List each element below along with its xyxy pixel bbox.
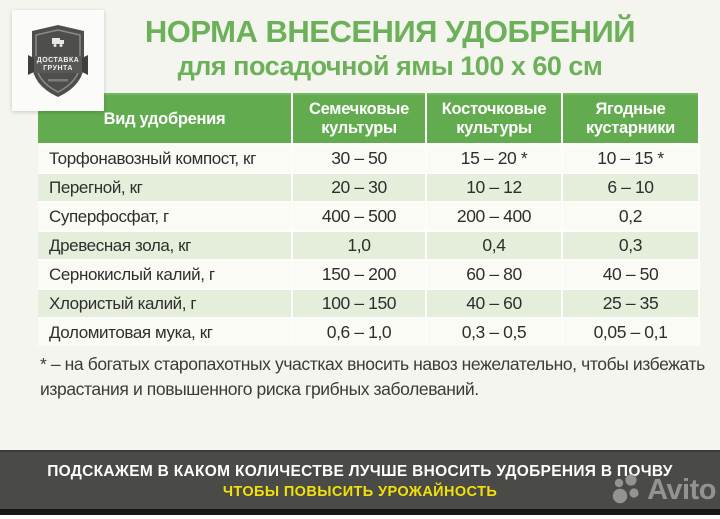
avito-watermark: Avito	[609, 473, 716, 507]
row-label: Суперфосфат, г	[38, 203, 291, 230]
logo-text-line2: ГРУНТА	[43, 65, 73, 73]
table-cell: 150 – 200	[293, 261, 425, 288]
row-label: Хлористый калий, г	[38, 290, 291, 317]
table-cell: 200 – 400	[427, 203, 561, 230]
table-cell: 10 – 12	[427, 174, 561, 201]
table-cell: 0,05 – 0,1	[563, 319, 698, 346]
table-cell: 0,6 – 1,0	[293, 319, 425, 346]
table-cell: 400 – 500	[293, 203, 425, 230]
table-cell: 1,0	[293, 232, 425, 259]
table-cell: 0,4	[427, 232, 561, 259]
row-label: Древесная зола, кг	[38, 232, 291, 259]
column-header-pome-crops: Семечковые культуры	[293, 93, 425, 143]
table-cell: 40 – 50	[563, 261, 698, 288]
logo-text-line1: ДОСТАВКА	[36, 56, 80, 64]
banner-line2: ЧТОБЫ ПОВЫСИТЬ УРОЖАЙНОСТЬ	[222, 484, 498, 500]
row-label: Доломитовая мука, кг	[38, 319, 291, 346]
avito-wordmark: Avito	[647, 473, 716, 506]
bottom-black-strip	[0, 509, 720, 515]
table-cell: 25 – 35	[563, 290, 698, 317]
table-cell: 60 – 80	[427, 261, 561, 288]
page-title: НОРМА ВНЕСЕНИЯ УДОБРЕНИЙ для посадочной …	[110, 14, 670, 81]
footnote: * – на богатых старопахотных участках вн…	[40, 354, 705, 400]
table-cell: 0,3 – 0,5	[427, 319, 561, 346]
column-header-berry-shrubs: Ягодные кустарники	[563, 93, 698, 143]
title-line1: НОРМА ВНЕСЕНИЯ УДОБРЕНИЙ	[144, 14, 636, 49]
bottom-banner: ПОДСКАЖЕМ В КАКОМ КОЛИЧЕСТВЕ ЛУЧШЕ ВНОСИ…	[0, 450, 720, 509]
table-cell: 10 – 15 *	[563, 145, 698, 172]
bottom-white-strip	[0, 515, 720, 519]
row-label: Сернокислый калий, г	[38, 261, 291, 288]
table-cell: 100 – 150	[293, 290, 425, 317]
shield-icon: ДОСТАВКА ГРУНТА	[26, 23, 90, 99]
logo-badge: ДОСТАВКА ГРУНТА	[12, 10, 104, 111]
table-cell: 20 – 30	[293, 174, 425, 201]
row-label: Перегной, кг	[38, 174, 291, 201]
title-line2: для посадочной ямы 100 х 60 см	[177, 50, 603, 81]
table-cell: 15 – 20 *	[427, 145, 561, 172]
avito-logo-icon	[612, 474, 639, 504]
table-cell: 40 – 60	[427, 290, 561, 317]
logo-text: ДОСТАВКА ГРУНТА	[26, 57, 90, 75]
table-cell: 6 – 10	[563, 174, 698, 201]
truck-icon	[52, 37, 64, 47]
table-cell: 0,3	[563, 232, 698, 259]
column-header-stone-crops: Косточковые культуры	[427, 93, 561, 143]
row-label: Торфонавозный компост, кг	[38, 145, 291, 172]
table-cell: 0,2	[563, 203, 698, 230]
table-cell: 30 – 50	[293, 145, 425, 172]
banner-line1: ПОДСКАЖЕМ В КАКОМ КОЛИЧЕСТВЕ ЛУЧШЕ ВНОСИ…	[47, 463, 673, 480]
fertilizer-table: Вид удобрения Семечковые культуры Косточ…	[38, 93, 700, 346]
